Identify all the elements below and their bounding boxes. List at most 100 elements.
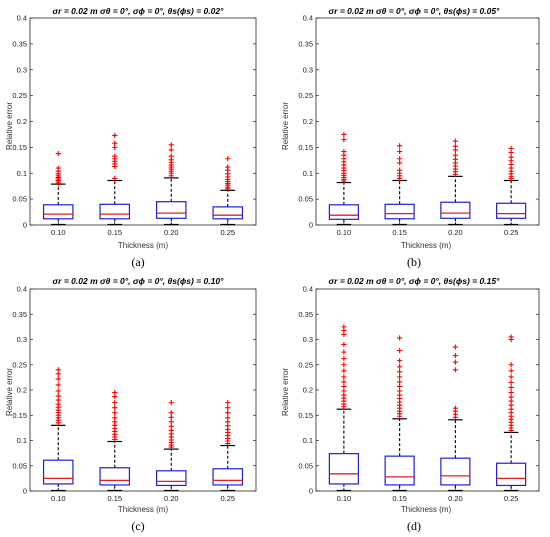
outlier-point [397, 167, 403, 173]
outlier-point [168, 142, 174, 148]
outlier-point [112, 153, 118, 159]
outlier-point [225, 405, 231, 411]
panel-c-caption: (c) [131, 519, 144, 533]
y-tick-label: 0.05 [12, 195, 27, 204]
y-tick-label: 0 [309, 221, 313, 230]
outlier-point [397, 156, 403, 162]
y-tick-label: 0.35 [12, 39, 27, 48]
y-tick-label: 0 [23, 487, 27, 496]
outlier-point [452, 353, 458, 359]
y-tick-label: 0.2 [17, 386, 27, 395]
y-tick-label: 0.1 [303, 169, 313, 178]
outlier-point [452, 143, 458, 149]
box [328, 453, 359, 485]
outlier-point [55, 388, 61, 394]
y-tick-label: 0.35 [12, 310, 27, 319]
y-tick-label: 0.15 [12, 143, 27, 152]
box [42, 459, 74, 485]
outlier-point [508, 379, 514, 386]
y-tick-label: 0.3 [17, 65, 27, 74]
outlier-point [55, 150, 61, 157]
outlier-point [341, 379, 347, 385]
panel-b-title: σr = 0.02 m σθ = 0°, σϕ = 0°, θs(ϕs) = 0… [329, 6, 501, 16]
outlier-point [397, 143, 403, 149]
outlier-point [341, 349, 347, 355]
outlier-point [452, 344, 458, 350]
outlier-point [452, 359, 458, 365]
outlier-point [341, 148, 347, 155]
outlier-point [112, 140, 118, 146]
panel-d-plot: 0 0.05 0.1 0.15 0.2 0.25 0.3 0.35 0.4 0.10 0.15 0.2… [298, 285, 540, 503]
outlier-point [452, 138, 458, 144]
x-tick-label: 0.20 [448, 228, 463, 237]
panel-d: σr = 0.02 m σθ = 0°, σϕ = 0°, θs(ϕs) = 0… [281, 276, 540, 533]
box [155, 201, 187, 219]
outlier-point [508, 154, 514, 160]
panel-d-xlabel: Thickness (m) [401, 505, 452, 514]
y-tick-label: 0.2 [17, 117, 27, 126]
outlier-point [112, 175, 118, 182]
y-tick-label: 0.15 [298, 411, 313, 420]
box [212, 468, 244, 486]
outlier-point [397, 374, 403, 380]
panel-d-title: σr = 0.02 m σθ = 0°, σϕ = 0°, θs(ϕs) = 0… [329, 276, 501, 286]
y-tick-label: 0.25 [12, 360, 27, 369]
outlier-point [452, 152, 458, 158]
x-tick-label: 0.10 [337, 494, 352, 503]
panel-a: σr = 0.02 m σθ = 0°, σϕ = 0°, θs(ϕs) = 0… [5, 6, 257, 269]
panel-c-xlabel: Thickness (m) [118, 505, 169, 514]
outlier-point [397, 369, 403, 375]
x-tick-label: 0.20 [164, 494, 179, 503]
axes-frame [29, 17, 257, 226]
box [384, 203, 415, 220]
outlier-point [225, 156, 231, 162]
outlier-point [397, 379, 403, 385]
x-tick-label: 0.15 [392, 228, 407, 237]
panel-a-ylabel: Relative error [5, 102, 14, 150]
outlier-point [341, 324, 347, 330]
panel-c-plot: 0 0.05 0.1 0.15 0.2 0.25 0.3 0.35 0.4 0.10 0.15 0.2… [12, 285, 257, 503]
outlier-point [55, 382, 61, 388]
panel-d-caption: (d) [407, 519, 421, 533]
y-tick-label: 0.25 [12, 91, 27, 100]
outlier-point [225, 410, 231, 416]
y-tick-label: 0.35 [298, 310, 313, 319]
x-tick-label: 0.25 [220, 494, 235, 503]
x-tick-label: 0.10 [337, 228, 352, 237]
x-tick-label: 0.10 [51, 228, 66, 237]
y-tick-label: 0.3 [17, 335, 27, 344]
outlier-point [55, 165, 61, 171]
y-tick-label: 0 [23, 221, 27, 230]
outlier-point [112, 132, 118, 139]
outlier-point [508, 368, 514, 374]
outlier-point [341, 388, 347, 394]
box [155, 470, 187, 487]
y-tick-label: 0.1 [303, 436, 313, 445]
panel-b-ylabel: Relative error [281, 102, 290, 150]
outlier-point [397, 364, 403, 370]
box [328, 204, 359, 220]
outlier-point [397, 383, 403, 390]
outlier-point [341, 368, 347, 374]
y-tick-label: 0.4 [303, 285, 313, 294]
outlier-point [112, 405, 118, 411]
panel-a-title: σr = 0.02 m σθ = 0°, σϕ = 0°, θs(ϕs) = 0… [53, 6, 225, 16]
x-tick-label: 0.25 [504, 228, 519, 237]
y-tick-label: 0.1 [17, 169, 27, 178]
outlier-point [112, 415, 118, 421]
outlier-point [168, 153, 174, 159]
x-tick-label: 0.15 [392, 494, 407, 503]
outlier-point [508, 145, 514, 152]
panel-d-ylabel: Relative error [281, 368, 290, 416]
y-tick-label: 0.4 [303, 14, 313, 23]
y-tick-label: 0.4 [17, 285, 27, 294]
box [496, 462, 527, 487]
y-tick-label: 0.05 [298, 461, 313, 470]
outlier-point [452, 367, 458, 373]
y-tick-label: 0 [309, 487, 313, 496]
y-tick-label: 0.1 [17, 436, 27, 445]
outlier-point [55, 393, 61, 399]
y-tick-label: 0.2 [303, 386, 313, 395]
y-tick-label: 0.05 [12, 461, 27, 470]
outlier-point [168, 423, 174, 429]
